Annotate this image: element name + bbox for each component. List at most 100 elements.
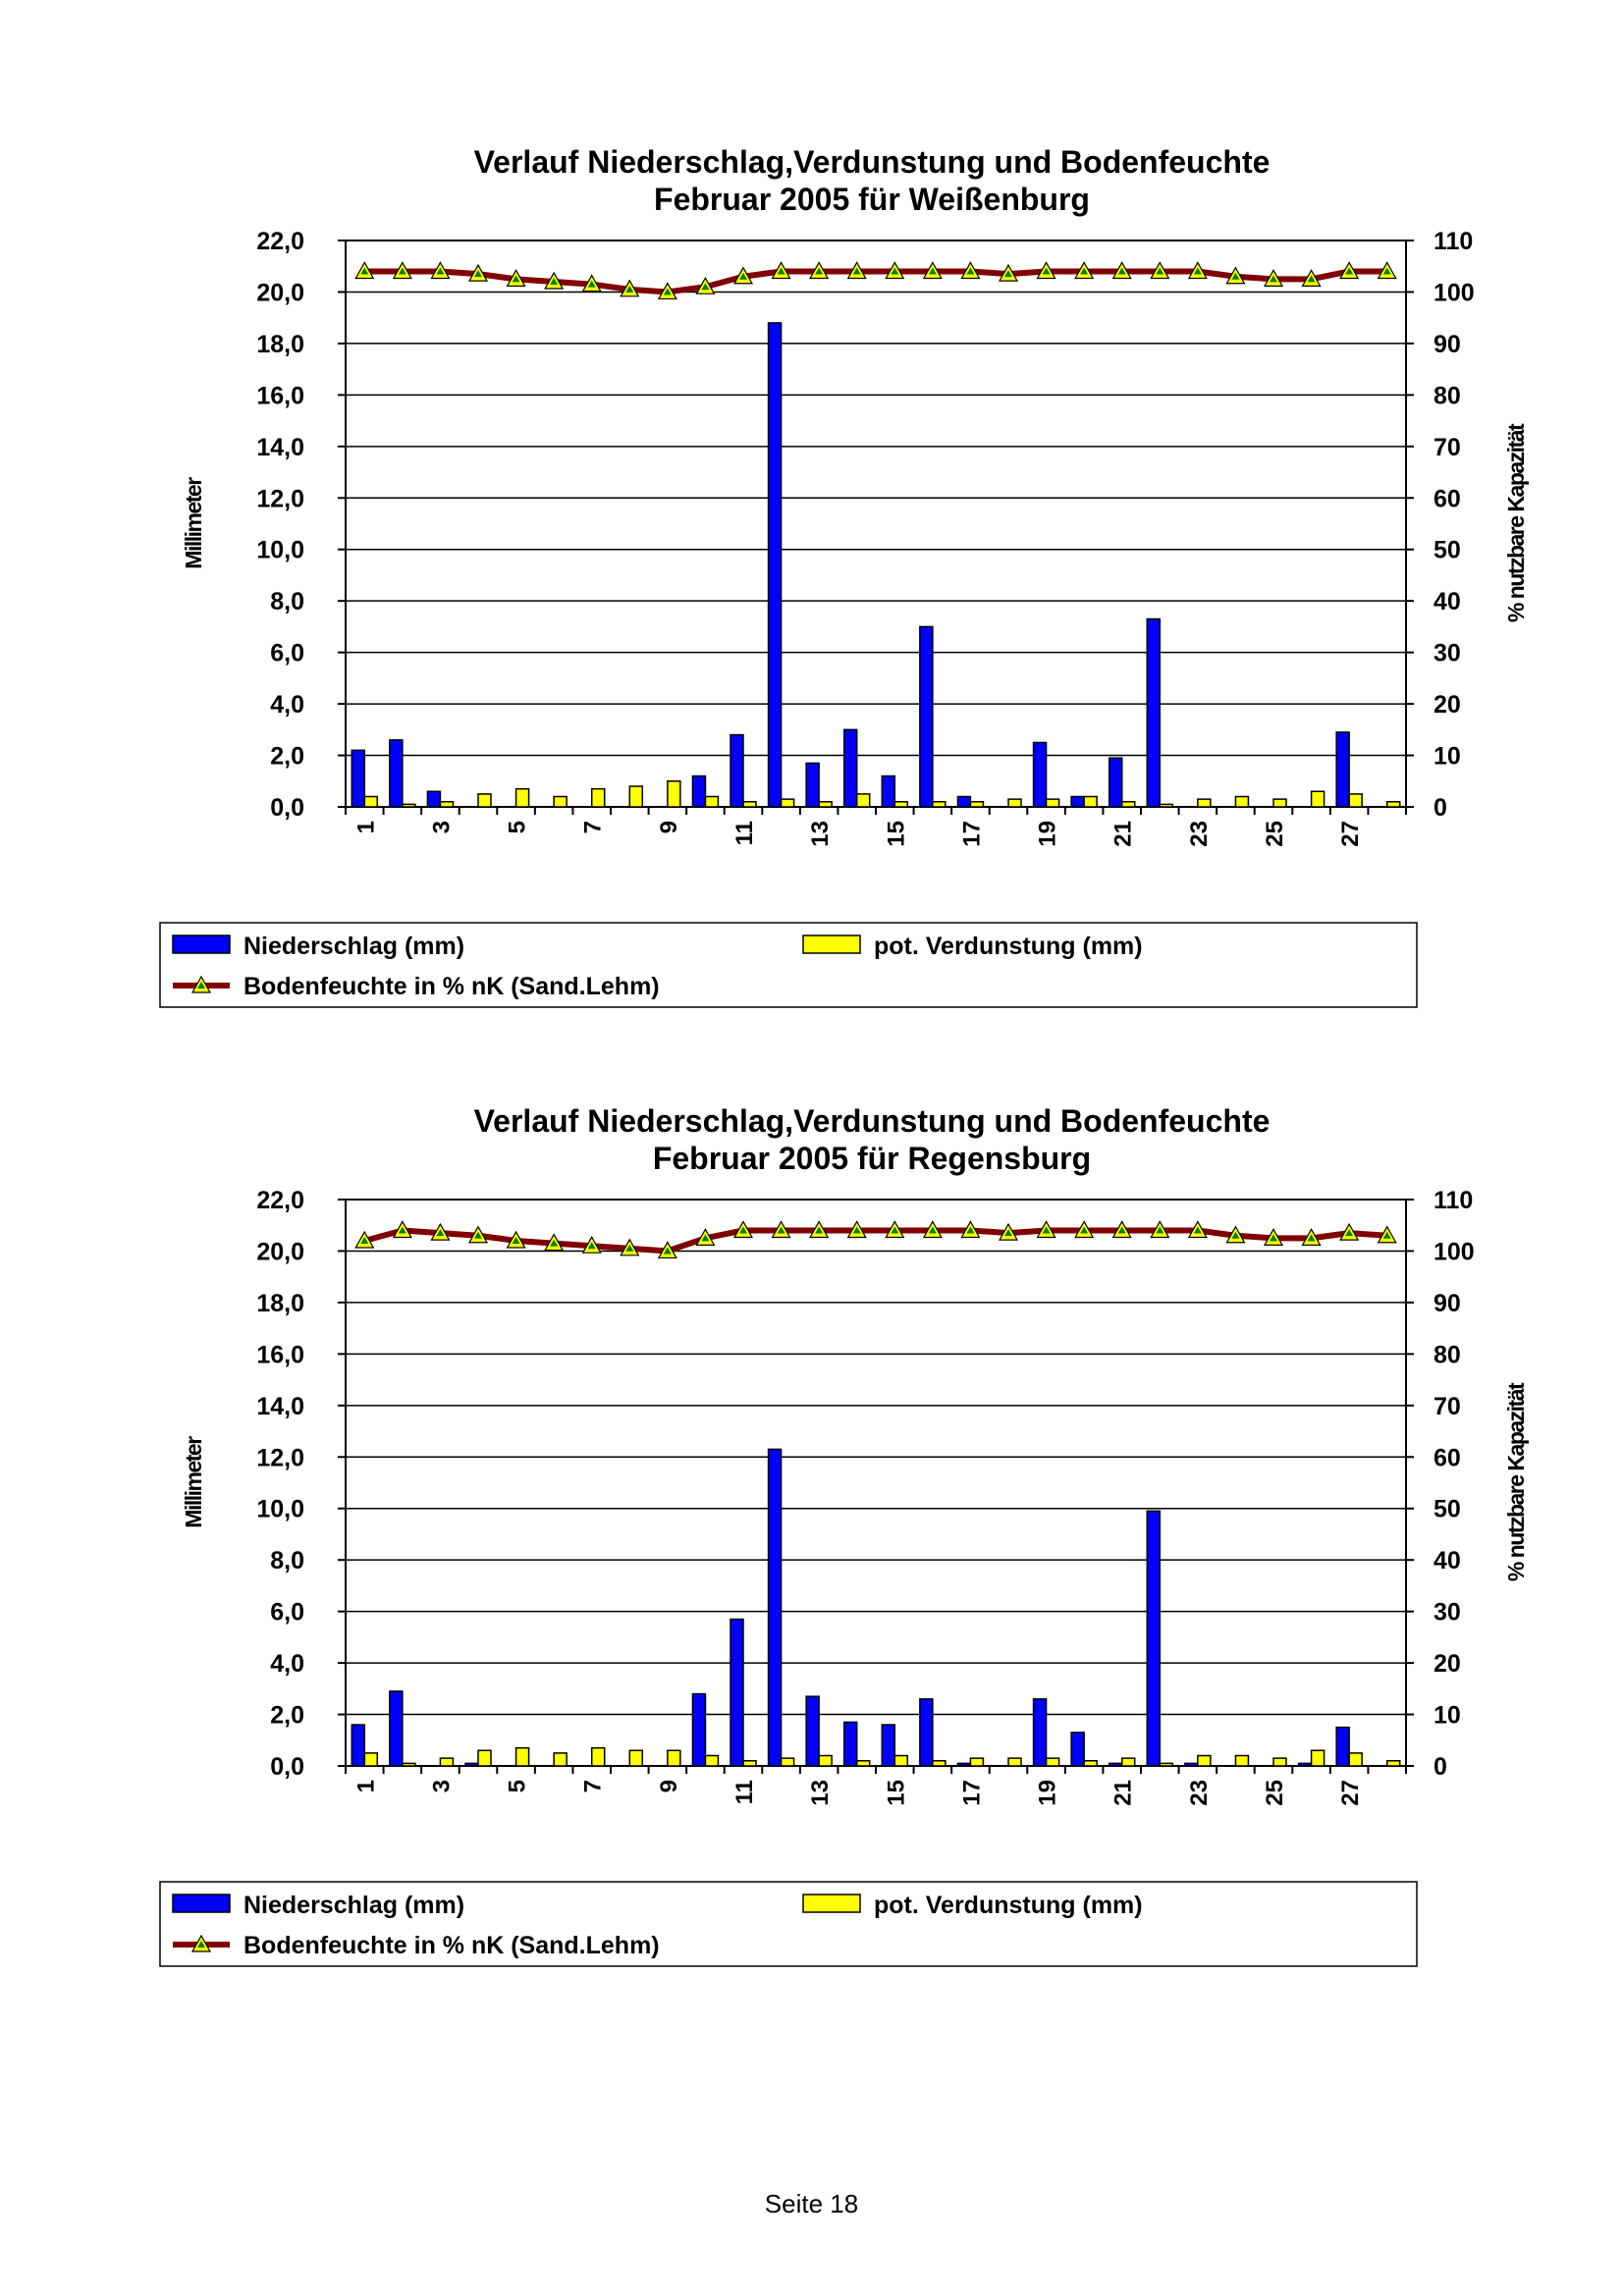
point-bodenfeuchte-inner [512,275,520,283]
bar-verdunstung [1083,795,1098,808]
y-tick-label: 4,0 [270,1650,304,1678]
bar-niederschlag [956,1762,972,1767]
point-bodenfeuchte-inner [852,267,861,275]
x-tick-label: 9 [656,821,682,833]
y2-tick-label: 110 [1434,1187,1473,1214]
y-tick-label: 20,0 [256,1238,304,1265]
x-tick-label: 9 [656,1780,682,1792]
bar-niederschlag [691,774,707,808]
line-bodenfeuchte [364,268,1387,295]
y2-tick-label: 60 [1434,1444,1461,1471]
bar-verdunstung [1348,1752,1363,1767]
y-tick-label: 14,0 [256,1393,304,1420]
bar-verdunstung [1310,790,1325,808]
bar-verdunstung [932,1760,947,1767]
chart-svg: Verlauf Niederschlag,Verdunstung und Bod… [159,144,1529,1008]
y-axis-title: Millimeter [181,1436,206,1528]
legend-label-bodenfeuchte: Bodenfeuchte in % nK (Sand.Lehm) [243,1932,660,1959]
y2-tick-label: 50 [1434,537,1461,564]
x-tick-label: 17 [958,1780,985,1806]
legend-swatch-niederschlag [172,934,231,954]
bar-verdunstung [628,1749,644,1767]
point-bodenfeuchte-inner [663,288,672,295]
bar-niederschlag [1032,741,1048,808]
bar-verdunstung [1234,1754,1250,1767]
bar-niederschlag [1108,757,1123,808]
bar-niederschlag [1108,1762,1123,1767]
y2-tick-label: 70 [1434,434,1461,461]
y2-tick-label: 20 [1434,691,1461,719]
bar-verdunstung [590,787,606,808]
point-bodenfeuchte-inner [966,1226,975,1234]
bar-verdunstung [1120,801,1136,808]
bar-niederschlag [1297,1762,1313,1767]
y-tick-label: 4,0 [270,691,304,719]
point-bodenfeuchte-inner [663,1247,672,1255]
point-bodenfeuchte-inner [1345,267,1354,275]
x-tick-label: 21 [1110,821,1137,847]
legend-label-verdunstung: pot. Verdunstung (mm) [874,933,1143,960]
bar-niederschlag [351,749,366,808]
point-bodenfeuchte-inner [625,285,634,293]
plot-area [345,240,1407,808]
point-bodenfeuchte-inner [398,1226,406,1234]
y2-tick-label: 40 [1434,588,1461,615]
bar-niederschlag [842,728,858,808]
bar-verdunstung [1007,1757,1022,1767]
plot-area [345,1199,1407,1767]
bar-verdunstung [969,1757,985,1767]
bar-verdunstung [667,1749,681,1767]
x-tick-label: 7 [580,1780,607,1792]
bar-niederschlag [919,625,934,808]
point-bodenfeuchte-inner [360,267,369,275]
bar-niederschlag [351,1724,366,1767]
legend-swatch-niederschlag [172,1894,231,1913]
bar-niederschlag [1070,1732,1085,1767]
bar-niederschlag [730,733,744,808]
point-bodenfeuchte-inner [1193,1226,1202,1234]
bar-verdunstung [1159,803,1174,808]
y-tick-label: 10,0 [256,1496,304,1523]
bar-verdunstung [742,1760,757,1767]
point-bodenfeuchte-inner [739,272,747,280]
bar-niederschlag [1184,1762,1199,1767]
y2-tick-label: 60 [1434,485,1461,512]
x-tick-label: 3 [428,821,455,833]
bar-verdunstung [363,795,379,808]
y-tick-label: 10,0 [256,537,304,564]
y2-tick-label: 10 [1434,1702,1461,1730]
bar-verdunstung [439,1757,455,1767]
y-tick-label: 14,0 [256,434,304,461]
point-bodenfeuchte-inner [625,1244,634,1252]
bar-verdunstung [363,1752,379,1767]
point-bodenfeuchte-inner [1156,267,1164,275]
point-bodenfeuchte-inner [1042,267,1051,275]
x-tick-label: 27 [1337,1780,1364,1806]
point-bodenfeuchte-inner [1231,1231,1240,1239]
bar-niederschlag [842,1721,858,1767]
legend-box [159,1881,1418,1967]
y-tick-label: 2,0 [270,1702,304,1730]
legend-marker-bodenfeuchte-inner [197,982,205,988]
y2-tick-label: 40 [1434,1547,1461,1575]
line-bodenfeuchte [363,1227,1387,1255]
bar-verdunstung [1385,801,1401,808]
point-bodenfeuchte-inner [739,1226,747,1234]
bar-verdunstung [1385,1760,1401,1767]
bar-niederschlag [881,1724,896,1767]
x-tick-label: 11 [731,821,758,845]
y-tick-label: 6,0 [270,640,304,667]
point-bodenfeuchte-inner [1382,267,1391,275]
bar-verdunstung [1197,798,1212,808]
y2-tick-label: 90 [1434,331,1461,358]
bar-niederschlag [919,1698,934,1767]
bar-verdunstung [1272,1757,1287,1767]
point-bodenfeuchte-inner [701,283,710,291]
x-tick-label: 15 [883,821,909,847]
bar-niederschlag [730,1618,744,1767]
x-tick-label: 1 [352,1780,379,1792]
x-tick-label: 21 [1110,1780,1137,1806]
point-bodenfeuchte-inner [587,280,596,288]
point-bodenfeuchte-inner [815,267,824,275]
x-tick-label: 11 [731,1780,758,1804]
